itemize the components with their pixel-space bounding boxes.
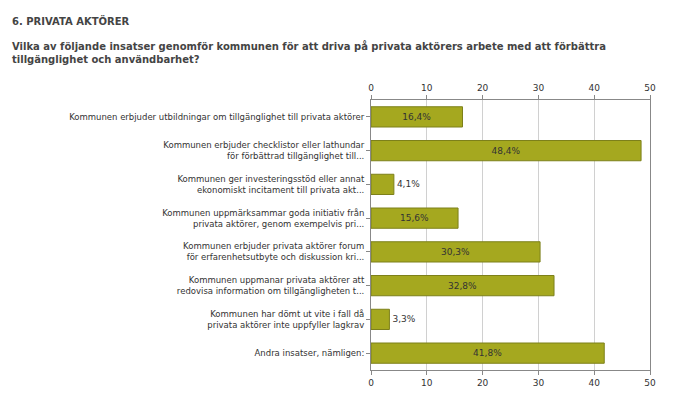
svg-text:10: 10	[421, 378, 433, 388]
svg-text:30,3%: 30,3%	[441, 247, 470, 257]
svg-text:Kommunen uppmärksammar goda in: Kommunen uppmärksammar goda initiativ fr…	[162, 208, 364, 229]
svg-text:6. PRIVATA AKTÖRER: 6. PRIVATA AKTÖRER	[12, 14, 130, 27]
svg-text:Kommunen ger investeringsstöd: Kommunen ger investeringsstöd eller anna…	[177, 174, 365, 195]
svg-text:0: 0	[368, 378, 374, 388]
svg-text:Kommunen uppmanar privata aktö: Kommunen uppmanar privata aktörer attred…	[177, 275, 365, 296]
svg-text:50: 50	[644, 378, 656, 388]
svg-text:40: 40	[588, 83, 600, 93]
svg-text:4,1%: 4,1%	[397, 179, 420, 189]
svg-text:48,4%: 48,4%	[492, 146, 521, 156]
svg-text:0: 0	[368, 83, 374, 93]
svg-text:20: 20	[477, 378, 489, 388]
svg-text:Vilka av följande insatser gen: Vilka av följande insatser genomför komm…	[12, 40, 606, 65]
svg-text:30: 30	[533, 83, 545, 93]
svg-text:Kommunen erbjuder checklistor: Kommunen erbjuder checklistor eller lath…	[163, 140, 365, 161]
svg-text:32,8%: 32,8%	[448, 281, 477, 291]
svg-text:16,4%: 16,4%	[402, 112, 431, 122]
svg-text:10: 10	[421, 83, 433, 93]
svg-text:3,3%: 3,3%	[392, 314, 415, 324]
svg-text:20: 20	[477, 83, 489, 93]
svg-text:40: 40	[588, 378, 600, 388]
svg-text:Kommunen erbjuder utbildningar: Kommunen erbjuder utbildningar om tillgä…	[69, 112, 365, 122]
svg-text:15,6%: 15,6%	[400, 213, 429, 223]
svg-text:50: 50	[644, 83, 656, 93]
svg-text:Kommunen erbjuder privata aktö: Kommunen erbjuder privata aktörer forumf…	[183, 241, 364, 262]
svg-text:41,8%: 41,8%	[473, 348, 502, 358]
svg-text:Kommunen har dömt ut vite i fa: Kommunen har dömt ut vite i fall dåpriva…	[207, 309, 364, 330]
svg-text:30: 30	[533, 378, 545, 388]
svg-text:Andra insatser, nämligen:: Andra insatser, nämligen:	[255, 348, 365, 358]
